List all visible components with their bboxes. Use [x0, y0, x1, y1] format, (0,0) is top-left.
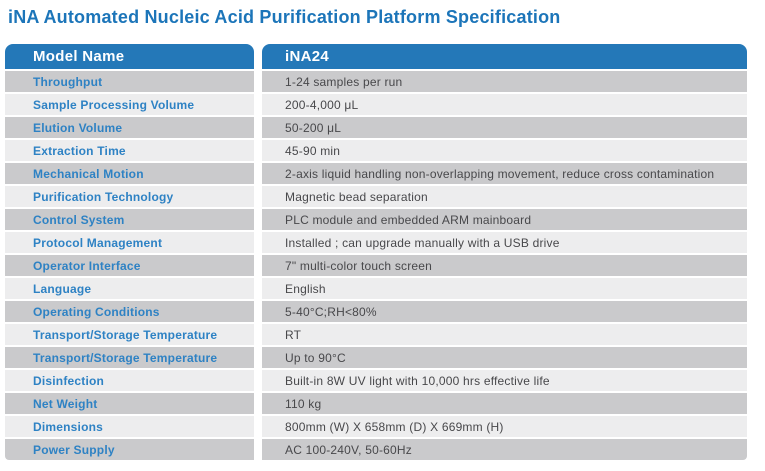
- row-label: Operating Conditions: [33, 304, 160, 319]
- table-row: Operating Conditions 5-40°C;RH<80%: [5, 301, 747, 322]
- row-label-cell: Transport/Storage Temperature: [5, 347, 254, 368]
- row-label-cell: Sample Processing Volume: [5, 94, 254, 115]
- row-label: Power Supply: [33, 442, 115, 457]
- table-row: Extraction Time 45-90 min: [5, 140, 747, 161]
- row-label: Throughput: [33, 74, 103, 89]
- row-label-cell: Elution Volume: [5, 117, 254, 138]
- row-label-cell: Language: [5, 278, 254, 299]
- row-value: 7" multi-color touch screen: [285, 258, 433, 273]
- header-model-name-label: Model Name: [33, 48, 125, 65]
- row-value: 50-200 μL: [285, 120, 342, 135]
- table-row: Mechanical Motion 2-axis liquid handling…: [5, 163, 747, 184]
- row-value-cell: 50-200 μL: [262, 117, 747, 138]
- row-value: 800mm (W) X 658mm (D) X 669mm (H): [285, 419, 504, 434]
- row-value-cell: 45-90 min: [262, 140, 747, 161]
- row-label-cell: Net Weight: [5, 393, 254, 414]
- row-value-cell: 800mm (W) X 658mm (D) X 669mm (H): [262, 416, 747, 437]
- row-label-cell: Dimensions: [5, 416, 254, 437]
- row-label: Language: [33, 281, 92, 296]
- table-header-row: Model Name iNA24: [5, 44, 747, 69]
- row-label: Net Weight: [33, 396, 98, 411]
- row-value: 200-4,000 μL: [285, 97, 359, 112]
- row-value-cell: Magnetic bead separation: [262, 186, 747, 207]
- table-row: Language English: [5, 278, 747, 299]
- table-row: Sample Processing Volume 200-4,000 μL: [5, 94, 747, 115]
- row-label: Operator Interface: [33, 258, 141, 273]
- row-value: 2-axis liquid handling non-overlapping m…: [285, 166, 715, 181]
- row-label: Transport/Storage Temperature: [33, 327, 218, 342]
- row-value: English: [285, 281, 326, 296]
- row-label: Purification Technology: [33, 189, 174, 204]
- row-label-cell: Disinfection: [5, 370, 254, 391]
- row-value-cell: 7" multi-color touch screen: [262, 255, 747, 276]
- row-value-cell: Up to 90°C: [262, 347, 747, 368]
- row-value: 5-40°C;RH<80%: [285, 304, 377, 319]
- table-row: Dimensions 800mm (W) X 658mm (D) X 669mm…: [5, 416, 747, 437]
- row-value: Installed ; can upgrade manually with a …: [285, 235, 560, 250]
- row-label: Disinfection: [33, 373, 105, 388]
- row-value-cell: Installed ; can upgrade manually with a …: [262, 232, 747, 253]
- header-model-value-cell: iNA24: [262, 44, 747, 69]
- table-row: Disinfection Built-in 8W UV light with 1…: [5, 370, 747, 391]
- row-value: Up to 90°C: [285, 350, 346, 365]
- spec-table: Model Name iNA24 Throughput 1-24 samples…: [5, 44, 747, 460]
- row-value-cell: 110 kg: [262, 393, 747, 414]
- table-row: Net Weight 110 kg: [5, 393, 747, 414]
- row-label: Mechanical Motion: [33, 166, 144, 181]
- row-label-cell: Operator Interface: [5, 255, 254, 276]
- row-label-cell: Mechanical Motion: [5, 163, 254, 184]
- row-value-cell: 5-40°C;RH<80%: [262, 301, 747, 322]
- row-value: PLC module and embedded ARM mainboard: [285, 212, 532, 227]
- header-model-name-cell: Model Name: [5, 44, 254, 69]
- row-value: Magnetic bead separation: [285, 189, 428, 204]
- row-value: AC 100-240V, 50-60Hz: [285, 442, 412, 457]
- row-value-cell: AC 100-240V, 50-60Hz: [262, 439, 747, 460]
- row-label-cell: Control System: [5, 209, 254, 230]
- table-row: Control System PLC module and embedded A…: [5, 209, 747, 230]
- row-value-cell: English: [262, 278, 747, 299]
- row-label-cell: Protocol Management: [5, 232, 254, 253]
- table-row: Throughput 1-24 samples per run: [5, 71, 747, 92]
- row-value: 45-90 min: [285, 143, 341, 158]
- table-row: Transport/Storage Temperature RT: [5, 324, 747, 345]
- table-row: Purification Technology Magnetic bead se…: [5, 186, 747, 207]
- header-model-value: iNA24: [285, 48, 330, 65]
- table-row: Elution Volume 50-200 μL: [5, 117, 747, 138]
- row-label: Dimensions: [33, 419, 104, 434]
- row-label: Sample Processing Volume: [33, 97, 195, 112]
- row-value-cell: 200-4,000 μL: [262, 94, 747, 115]
- table-row: Operator Interface 7" multi-color touch …: [5, 255, 747, 276]
- row-value-cell: 1-24 samples per run: [262, 71, 747, 92]
- table-row: Protocol Management Installed ; can upgr…: [5, 232, 747, 253]
- row-value-cell: PLC module and embedded ARM mainboard: [262, 209, 747, 230]
- row-label-cell: Throughput: [5, 71, 254, 92]
- row-value-cell: RT: [262, 324, 747, 345]
- table-body: Throughput 1-24 samples per run Sample P…: [5, 71, 747, 460]
- row-label: Protocol Management: [33, 235, 163, 250]
- table-row: Transport/Storage Temperature Up to 90°C: [5, 347, 747, 368]
- row-label: Transport/Storage Temperature: [33, 350, 218, 365]
- row-value: 1-24 samples per run: [285, 74, 403, 89]
- row-label: Extraction Time: [33, 143, 126, 158]
- row-value-cell: Built-in 8W UV light with 10,000 hrs eff…: [262, 370, 747, 391]
- page-title: iNA Automated Nucleic Acid Purification …: [8, 7, 561, 27]
- row-label-cell: Extraction Time: [5, 140, 254, 161]
- row-label-cell: Power Supply: [5, 439, 254, 460]
- row-value: Built-in 8W UV light with 10,000 hrs eff…: [285, 373, 550, 388]
- row-label: Control System: [33, 212, 125, 227]
- row-value: RT: [285, 327, 302, 342]
- row-value: 110 kg: [285, 396, 322, 411]
- row-label-cell: Purification Technology: [5, 186, 254, 207]
- row-label: Elution Volume: [33, 120, 123, 135]
- row-label-cell: Operating Conditions: [5, 301, 254, 322]
- row-label-cell: Transport/Storage Temperature: [5, 324, 254, 345]
- row-value-cell: 2-axis liquid handling non-overlapping m…: [262, 163, 747, 184]
- table-row: Power Supply AC 100-240V, 50-60Hz: [5, 439, 747, 460]
